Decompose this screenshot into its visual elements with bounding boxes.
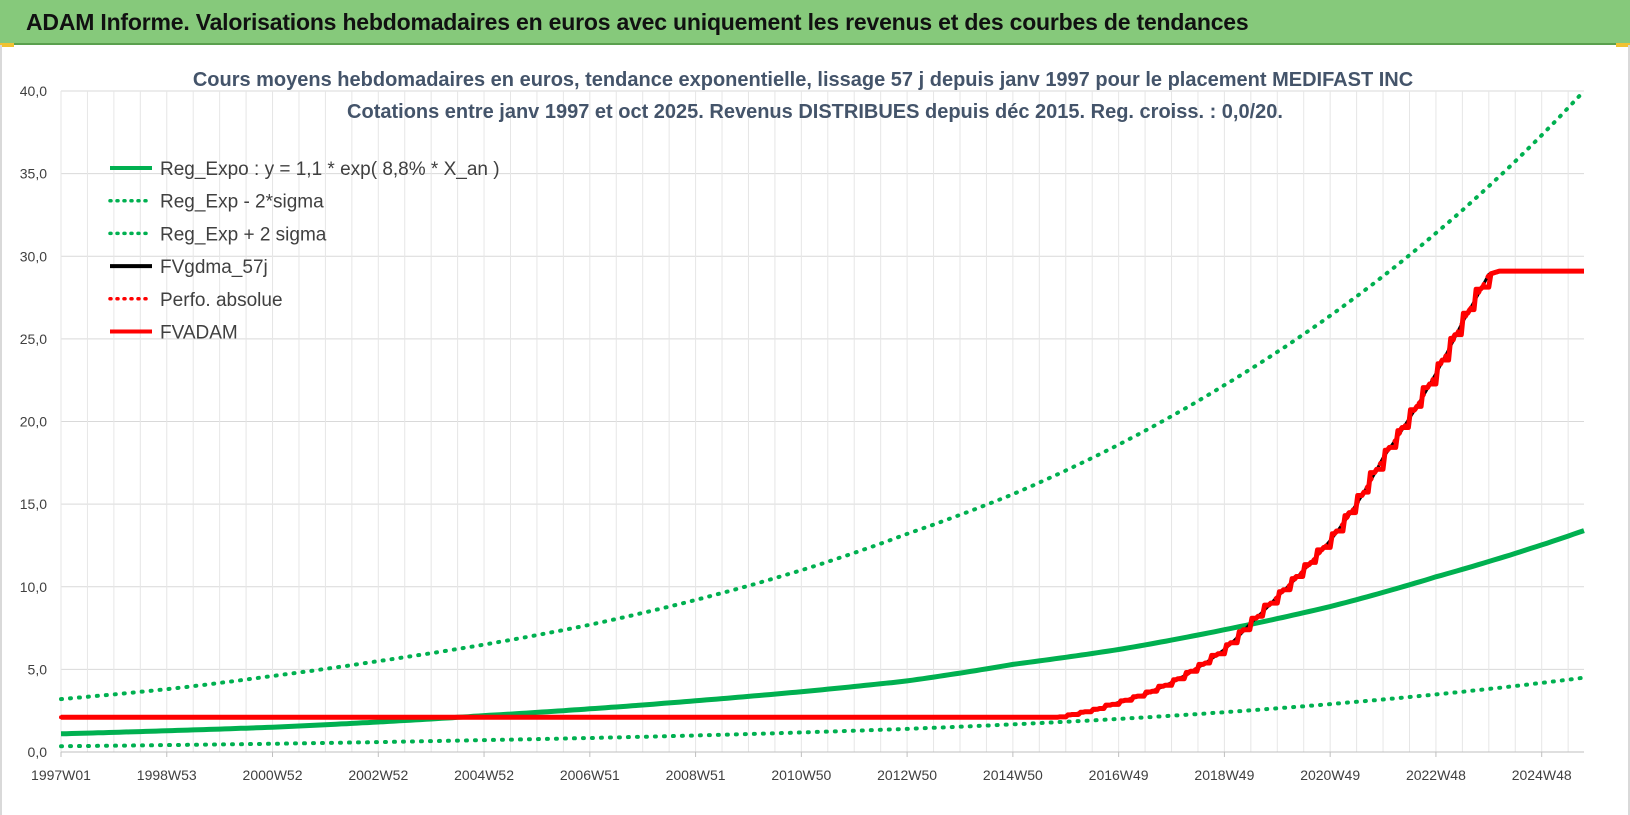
- x-tick-label: 2010W50: [771, 767, 831, 783]
- y-tick-label: 25,0: [20, 331, 47, 347]
- y-tick-label: 10,0: [20, 579, 47, 595]
- legend: Reg_Expo : y = 1,1 * exp( 8,8% * X_an ) R…: [108, 159, 500, 344]
- legend-label: Reg_Exp + 2 sigma: [160, 224, 327, 245]
- y-tick-label: 30,0: [20, 248, 47, 264]
- series-line-5: [60, 268, 1585, 720]
- series-line-3: [61, 269, 1584, 719]
- x-tick-label: 2018W49: [1194, 767, 1254, 783]
- x-tick-label: 2024W48: [1512, 767, 1572, 783]
- x-tick-label: 2014W50: [983, 767, 1043, 783]
- x-tick-label: 2000W52: [243, 767, 303, 783]
- y-tick-label: 20,0: [20, 414, 47, 430]
- x-tick-label: 2016W49: [1089, 767, 1149, 783]
- axis-ticks: 0,0 5,0 10,0 15,0 20,0 25,0 30,0 35,0 40,0 1997W0…: [20, 83, 1572, 783]
- corner-marker-left: [0, 43, 14, 47]
- series-line-1: [59, 675, 1586, 749]
- x-tick-label: 2012W50: [877, 767, 937, 783]
- x-tick-label: 2022W48: [1406, 767, 1466, 783]
- legend-label: FVgdma_57j: [160, 257, 268, 278]
- x-tick-label: 2002W52: [348, 767, 408, 783]
- x-tick-label: 1998W53: [137, 767, 197, 783]
- legend-label: Reg_Expo : y = 1,1 * exp( 8,8% * X_an ): [160, 159, 500, 180]
- y-tick-label: 15,0: [20, 496, 47, 512]
- series-lines: [59, 89, 1586, 749]
- grid-lines: [60, 90, 1584, 753]
- y-tick-label: 35,0: [20, 166, 47, 182]
- y-tick-label: 5,0: [28, 661, 48, 677]
- y-tick-label: 40,0: [20, 83, 47, 99]
- x-tick-label: 2006W51: [560, 767, 620, 783]
- x-tick-label: 2008W51: [666, 767, 726, 783]
- x-tick-label: 2020W49: [1300, 767, 1360, 783]
- series-line-4: [59, 269, 1586, 720]
- header-banner: ADAM Informe. Valorisations hebdomadaire…: [0, 0, 1630, 45]
- x-tick-label: 2004W52: [454, 767, 514, 783]
- x-tick-label: 1997W01: [31, 767, 91, 783]
- chart-title: Cours moyens hebdomadaires en euros, ten…: [193, 69, 1413, 91]
- chart-subtitle: Cotations entre janv 1997 et oct 2025. R…: [347, 101, 1283, 123]
- legend-label: FVADAM: [160, 323, 238, 344]
- legend-label: Perfo. absolue: [160, 290, 283, 311]
- y-tick-label: 0,0: [28, 744, 48, 760]
- series-line-2: [59, 89, 1586, 702]
- series-line-0: [60, 528, 1585, 737]
- chart-frame: [0, 45, 1630, 815]
- corner-marker-right: [1616, 43, 1630, 47]
- page-title: ADAM Informe. Valorisations hebdomadaire…: [26, 9, 1249, 35]
- legend-label: Reg_Exp - 2*sigma: [160, 192, 324, 213]
